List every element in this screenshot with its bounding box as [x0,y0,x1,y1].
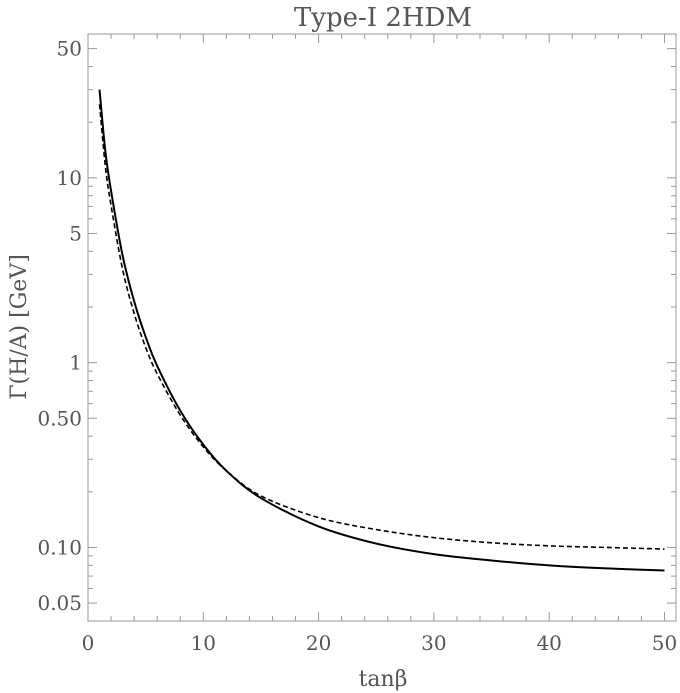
chart-title: Type-I 2HDM [294,3,472,33]
x-tick-label: 30 [421,631,446,655]
y-tick-label: 10 [57,166,82,190]
x-tick-label: 20 [306,631,331,655]
x-tick-label: 10 [191,631,216,655]
y-tick-label: 5 [69,221,82,245]
y-tick-label: 50 [57,37,82,61]
y-tick-label: 0.10 [37,535,82,559]
series-line-dashed [98,104,665,550]
axis-tick-labels: 0 10 20 30 40 50 0.05 0.10 0.50 1 5 10 50 [37,37,677,655]
axis-ticks [87,33,676,622]
x-tick-label: 0 [82,631,95,655]
y-axis-title: Γ(H/A) [GeV] [7,254,32,400]
x-tick-label: 50 [652,631,677,655]
y-tick-label: 1 [69,351,82,375]
x-axis-title: tanβ [359,667,408,692]
plot-frame [87,33,677,622]
x-tick-label: 40 [536,631,561,655]
y-tick-label: 0.05 [37,591,82,615]
y-tick-label: 0.50 [37,406,82,430]
series-lines [98,89,665,572]
series-line-solid [98,89,665,572]
